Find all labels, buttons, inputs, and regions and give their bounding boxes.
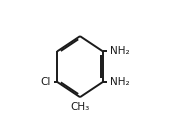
Text: NH₂: NH₂ [110, 77, 130, 87]
Text: CH₃: CH₃ [70, 102, 90, 112]
Text: Cl: Cl [41, 77, 51, 87]
Text: NH₂: NH₂ [110, 46, 130, 56]
